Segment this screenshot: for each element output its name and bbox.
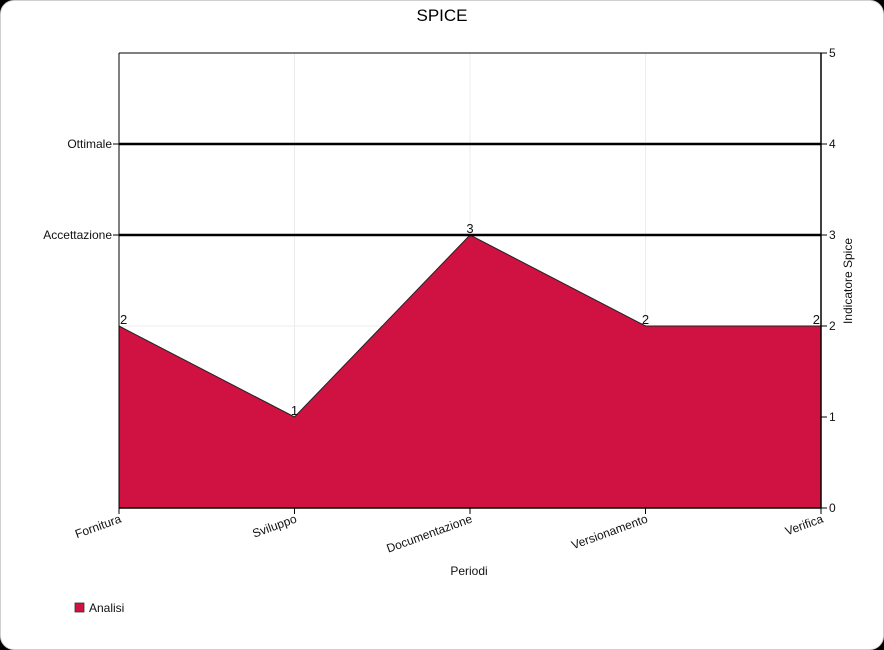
y-axis-title: Indicatore Spice — [841, 238, 855, 324]
series-area-fill — [119, 235, 821, 508]
y-tick-label: 3 — [829, 228, 836, 242]
y-tick-label: 1 — [829, 410, 836, 424]
data-labels: 2 1 3 2 2 — [120, 221, 820, 418]
x-tick-label: Versionamento — [570, 512, 650, 553]
x-tick-label: Sviluppo — [250, 512, 298, 541]
chart-title: SPICE — [416, 6, 467, 25]
data-label: 3 — [466, 221, 473, 236]
series-area — [118, 234, 821, 508]
reference-line-label: Accettazione — [43, 228, 112, 242]
data-label: 1 — [291, 403, 298, 418]
legend: Analisi — [74, 601, 124, 615]
x-tick-label: Verifica — [783, 512, 825, 539]
y-tick-label: 2 — [829, 319, 836, 333]
x-tick-label: Fornitura — [73, 512, 123, 542]
data-label: 2 — [120, 312, 127, 327]
legend-swatch — [74, 602, 85, 613]
y-tick-label: 5 — [829, 46, 836, 60]
data-label: 2 — [813, 312, 820, 327]
reference-lines: Ottimale Accettazione — [43, 137, 821, 242]
y-tick-label: 4 — [829, 137, 836, 151]
y-tick-label: 0 — [829, 501, 836, 515]
data-label: 2 — [642, 312, 649, 327]
legend-label: Analisi — [89, 601, 124, 615]
x-tick-label: Documentazione — [385, 512, 475, 556]
reference-line-label: Ottimale — [67, 137, 112, 151]
x-axis-title: Periodi — [450, 564, 487, 578]
